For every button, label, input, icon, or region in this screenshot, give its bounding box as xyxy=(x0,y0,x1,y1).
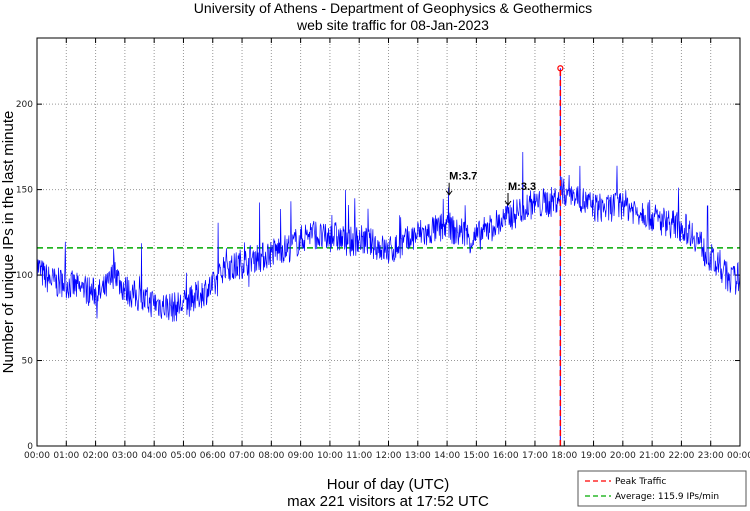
annotations: M:3.7 M:3.3 xyxy=(445,171,536,206)
x-tick-label: 12:00 xyxy=(376,451,402,461)
x-tick-label: 03:00 xyxy=(112,451,138,461)
y-tick-label: 200 xyxy=(16,100,33,110)
chart-title: University of Athens - Department of Geo… xyxy=(194,0,592,16)
x-axis-label: Hour of day (UTC) xyxy=(327,476,450,493)
x-tick-label: 09:00 xyxy=(288,451,314,461)
x-tick-label: 04:00 xyxy=(141,451,167,461)
x-tick-label: 19:00 xyxy=(581,451,607,461)
y-tick-label: 0 xyxy=(27,442,33,452)
chart-subtitle: web site traffic for 08-Jan-2023 xyxy=(296,17,489,33)
peak-marker xyxy=(557,65,564,72)
plot-lines xyxy=(36,65,741,446)
x-tick-label: 11:00 xyxy=(346,451,372,461)
legend: Peak Traffic Average: 115.9 IPs/min xyxy=(577,470,747,507)
y-tick-label: 50 xyxy=(22,357,34,367)
x-tick-label: 22:00 xyxy=(668,451,694,461)
traffic-series-line xyxy=(36,151,741,322)
annotation-arrowhead xyxy=(445,190,453,196)
x-axis: 00:00 01:00 02:00 03:00 04:00 05:00 06:00 07:00… xyxy=(24,38,750,461)
x-tick-label: 08:00 xyxy=(258,451,284,461)
legend-peak-label: Peak Traffic xyxy=(615,477,666,487)
x-axis-label-peak: max 221 visitors at 17:52 UTC xyxy=(287,493,489,510)
legend-box xyxy=(577,470,747,507)
x-tick-label: 16:00 xyxy=(493,451,519,461)
x-tick-label: 01:00 xyxy=(53,451,79,461)
y-tick-label: 100 xyxy=(16,271,33,281)
x-tick-label: 06:00 xyxy=(200,451,226,461)
annotation-arrowhead xyxy=(504,200,512,206)
x-tick-label: 13:00 xyxy=(405,451,431,461)
x-tick-label: 20:00 xyxy=(610,451,636,461)
x-tick-label: 02:00 xyxy=(83,451,109,461)
x-tick-label: 21:00 xyxy=(639,451,665,461)
annotation-label: M:3.3 xyxy=(508,181,536,193)
y-tick-label: 150 xyxy=(16,186,33,196)
x-tick-label: 05:00 xyxy=(170,451,196,461)
x-tick-label: 10:00 xyxy=(317,451,343,461)
plot-frame xyxy=(36,37,741,447)
grid xyxy=(37,38,740,446)
x-tick-label: 15:00 xyxy=(463,451,489,461)
x-tick-label: 23:00 xyxy=(698,451,724,461)
x-tick-label: 18:00 xyxy=(551,451,577,461)
x-tick-label: 00:00 xyxy=(24,451,50,461)
annotation-label: M:3.7 xyxy=(449,171,477,183)
x-tick-label: 07:00 xyxy=(229,451,255,461)
x-tick-label: 14:00 xyxy=(434,451,460,461)
y-axis-label: Number of unique IPs in the last minute xyxy=(0,111,17,374)
legend-average-label: Average: 115.9 IPs/min xyxy=(615,492,719,502)
x-tick-label: 17:00 xyxy=(522,451,548,461)
x-tick-label: 00:00 xyxy=(727,451,750,461)
